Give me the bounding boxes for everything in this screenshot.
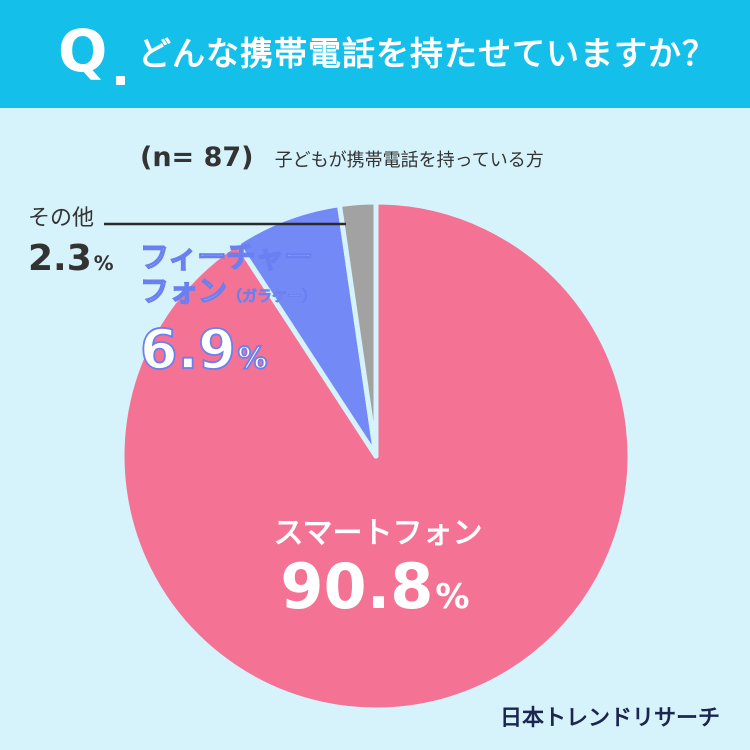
pie-slice-0 — [119, 199, 633, 713]
other-percent-sign: % — [93, 252, 114, 275]
smartphone-value-number: 90.8 — [280, 550, 434, 623]
other-value-number: 2.3 — [28, 238, 92, 279]
question-title: どんな携帯電話を持たせていますか？ — [138, 34, 716, 73]
feature-phone-label: フィーチャー フォン（ガラケー） — [139, 239, 318, 313]
sample-description: 子どもが携帯電話を持っている方 — [274, 150, 544, 171]
q-mark: Q — [58, 17, 108, 85]
feature-phone-label-line1: フィーチャー — [139, 239, 314, 274]
header-bar: Q どんな携帯電話を持たせていますか？ — [0, 0, 750, 108]
smartphone-label: スマートフォン — [273, 516, 483, 551]
feature-phone-value-number: 6.9 — [139, 317, 236, 382]
brand-logo: 日本トレンドリサーチ — [499, 706, 720, 731]
pie-slice-2 — [336, 199, 379, 459]
smartphone-percent-sign: % — [435, 577, 470, 617]
feature-phone-label-main: フォン — [139, 273, 228, 308]
feature-phone-label-line2: フォン（ガラケー） — [139, 273, 318, 313]
feature-phone-percent-sign: % — [237, 340, 269, 377]
sample-size: (n= 87) — [140, 142, 254, 173]
smartphone-value: 90.8% — [0, 550, 750, 623]
other-value: 2.3% — [28, 238, 114, 279]
sample-info: (n= 87) 子どもが携帯電話を持っている方 — [140, 142, 544, 173]
feature-phone-value: 6.9% — [139, 317, 269, 382]
feature-phone-label-sub: （ガラケー） — [227, 287, 318, 306]
other-label: その他 — [28, 206, 95, 231]
q-dot — [116, 76, 125, 85]
